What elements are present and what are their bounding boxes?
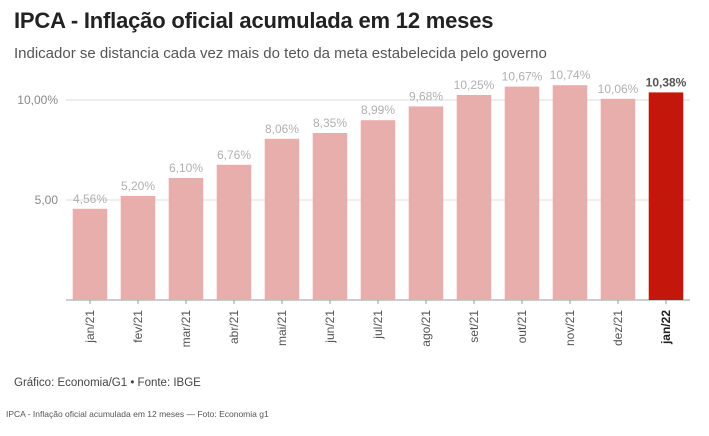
chart-subtitle: Indicador se distancia cada vez mais do …: [14, 45, 547, 62]
data-label: 8,99%: [361, 103, 395, 117]
bar: [504, 86, 540, 300]
bar: [648, 92, 684, 301]
chart-title: IPCA - Inflação oficial acumulada em 12 …: [14, 8, 494, 33]
data-label: 9,68%: [409, 89, 443, 103]
data-label: 10,38%: [646, 75, 687, 89]
x-tick-label: ago/21: [419, 310, 433, 347]
data-label: 6,10%: [169, 161, 203, 175]
bar: [216, 164, 252, 300]
x-tick-label: nov/21: [563, 310, 577, 346]
data-label: 8,35%: [313, 116, 347, 130]
x-tick-label: abr/21: [227, 310, 241, 344]
bar-chart: 5,00 10,00% 4,56% jan/21 5,20% fev/21 6,10% mar…: [17, 70, 690, 348]
x-tick-label: jan/22: [659, 310, 673, 345]
data-label: 5,20%: [121, 179, 155, 193]
y-tick-label: 5,00: [35, 193, 59, 207]
bar: [408, 106, 444, 301]
x-tick-label: jun/21: [323, 310, 337, 344]
x-tick-label: mar/21: [179, 310, 193, 348]
chart-source: Gráfico: Economia/G1 • Fonte: IBGE: [14, 377, 201, 389]
x-tick-label: jul/21: [371, 310, 385, 340]
data-label: 10,74%: [550, 70, 591, 82]
x-tick-label: fev/21: [131, 310, 145, 343]
data-label: 6,76%: [217, 148, 251, 162]
bar: [168, 178, 204, 300]
x-tick-label: jan/21: [83, 310, 97, 344]
bar: [360, 120, 396, 300]
data-label: 10,25%: [454, 78, 495, 92]
bar: [600, 98, 636, 300]
bar: [120, 196, 156, 300]
data-label: 4,56%: [73, 192, 107, 206]
x-tick-label: set/21: [467, 310, 481, 343]
data-label: 10,67%: [502, 70, 543, 84]
data-label: 8,06%: [265, 122, 299, 136]
bar: [72, 208, 108, 300]
y-tick-label: 10,00%: [17, 93, 58, 107]
x-tick-label: out/21: [515, 310, 529, 344]
bar: [312, 133, 348, 300]
x-tick-label: mai/21: [275, 310, 289, 346]
x-tick-label: dez/21: [611, 310, 625, 346]
image-caption: IPCA - Inflação oficial acumulada em 12 …: [6, 409, 269, 419]
bar: [456, 95, 492, 300]
data-label: 10,06%: [598, 82, 639, 96]
bar: [552, 85, 588, 300]
bar: [264, 138, 300, 300]
